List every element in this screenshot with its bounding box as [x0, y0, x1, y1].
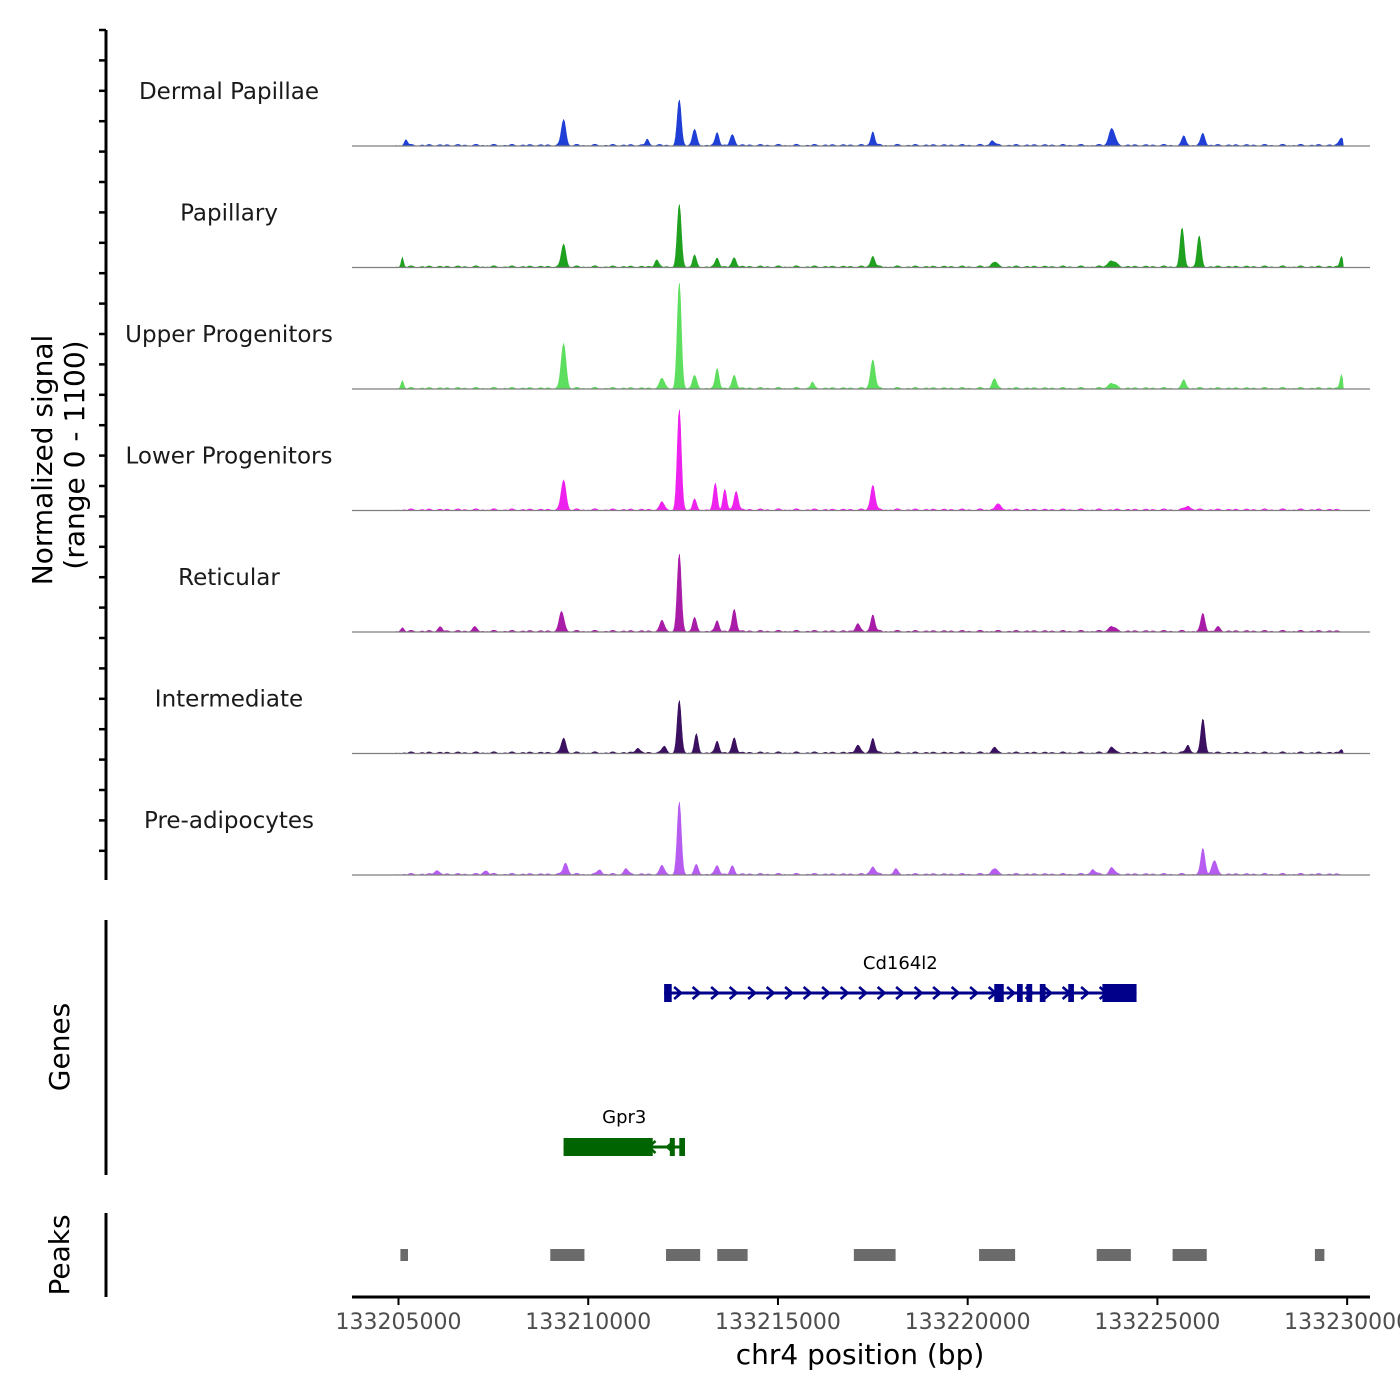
peak-region	[1314, 1249, 1325, 1261]
gene-exon	[669, 1138, 675, 1156]
x-axis-ticks: 133205000 133210000 133215000 133220000 1332…	[336, 1297, 1400, 1335]
strand-arrow	[858, 986, 869, 1000]
y-axis-title-line1: Normalized signal	[26, 335, 59, 586]
track-upper-progenitors: Upper Progenitors	[125, 283, 1370, 390]
gene-exon	[1102, 984, 1137, 1002]
strand-arrow	[1043, 986, 1054, 1000]
gene-label: Cd164l2	[863, 953, 938, 974]
strand-arrow	[1006, 986, 1017, 1000]
coverage-tracks: Dermal Papillae Papillary Upper Progenitor…	[125, 79, 1370, 876]
genes-track-title: Genes	[43, 1003, 76, 1091]
gene-exon	[664, 984, 672, 1002]
strand-arrow	[839, 986, 850, 1000]
y-axis-title-line2: (range 0 - 1100)	[58, 340, 91, 569]
track-label: Pre-adipocytes	[144, 808, 314, 834]
track-intermediate: Intermediate	[155, 687, 1370, 755]
strand-arrow	[802, 986, 813, 1000]
peak-region	[1172, 1249, 1207, 1261]
strand-arrow	[728, 986, 739, 1000]
signal-area	[396, 700, 1344, 754]
gene-exon	[679, 1138, 685, 1156]
gene-exon	[563, 1138, 653, 1156]
peak-region	[1096, 1249, 1131, 1261]
strand-arrow	[876, 986, 887, 1000]
signal-area	[396, 801, 1344, 876]
strand-arrow	[673, 986, 684, 1000]
track-pre-adipocytes: Pre-adipocytes	[144, 801, 1370, 876]
signal-area	[396, 283, 1344, 390]
peak-region	[550, 1249, 585, 1261]
gene-exon	[1039, 984, 1046, 1002]
peak-track	[400, 1249, 1325, 1261]
gene-exon	[994, 984, 1004, 1002]
track-label: Intermediate	[155, 687, 303, 713]
gene-cd164l2: Cd164l2	[664, 953, 1137, 1002]
signal-area	[396, 554, 1344, 633]
x-axis-title: chr4 position (bp)	[736, 1338, 985, 1371]
gene-exon	[1017, 984, 1023, 1002]
peak-region	[717, 1249, 748, 1261]
strand-arrow	[691, 986, 702, 1000]
track-dermal-papillae: Dermal Papillae	[139, 79, 1370, 147]
signal-area	[396, 99, 1344, 147]
strand-arrow	[895, 986, 906, 1000]
peak-region	[666, 1249, 701, 1261]
gene-label: Gpr3	[602, 1107, 646, 1128]
track-label: Upper Progenitors	[125, 322, 333, 348]
strand-arrow	[932, 986, 943, 1000]
track-lower-progenitors: Lower Progenitors	[126, 409, 1370, 512]
x-tick-label: 133230000	[1284, 1310, 1400, 1335]
strand-arrow	[969, 986, 980, 1000]
peaks-track-title: Peaks	[43, 1214, 76, 1295]
signal-area	[396, 409, 1344, 511]
track-papillary: Papillary	[180, 201, 1370, 269]
x-tick-label: 133225000	[1094, 1310, 1220, 1335]
gene-exon	[1068, 984, 1074, 1002]
strand-arrow	[747, 986, 758, 1000]
track-reticular: Reticular	[178, 554, 1370, 633]
strand-arrow	[913, 986, 924, 1000]
strand-arrow	[784, 986, 795, 1000]
x-tick-label: 133205000	[336, 1310, 462, 1335]
signal-y-axis-ticks	[99, 28, 106, 853]
gene-track: Cd164l2 Gpr3	[563, 953, 1137, 1156]
signal-area	[396, 204, 1344, 268]
strand-arrow	[765, 986, 776, 1000]
strand-arrow	[821, 986, 832, 1000]
track-label: Dermal Papillae	[139, 79, 319, 105]
strand-arrow	[1080, 986, 1091, 1000]
x-tick-label: 133215000	[715, 1310, 841, 1335]
peak-region	[400, 1249, 408, 1261]
gene-gpr3: Gpr3	[563, 1107, 685, 1156]
peak-region	[979, 1249, 1016, 1261]
strand-arrow	[710, 986, 721, 1000]
x-tick-label: 133210000	[525, 1310, 651, 1335]
track-label: Lower Progenitors	[126, 444, 333, 470]
track-label: Papillary	[180, 201, 278, 227]
peak-region	[853, 1249, 896, 1261]
track-label: Reticular	[178, 565, 280, 591]
strand-arrow	[950, 986, 961, 1000]
gene-exon	[1026, 984, 1033, 1002]
x-tick-label: 133220000	[905, 1310, 1031, 1335]
